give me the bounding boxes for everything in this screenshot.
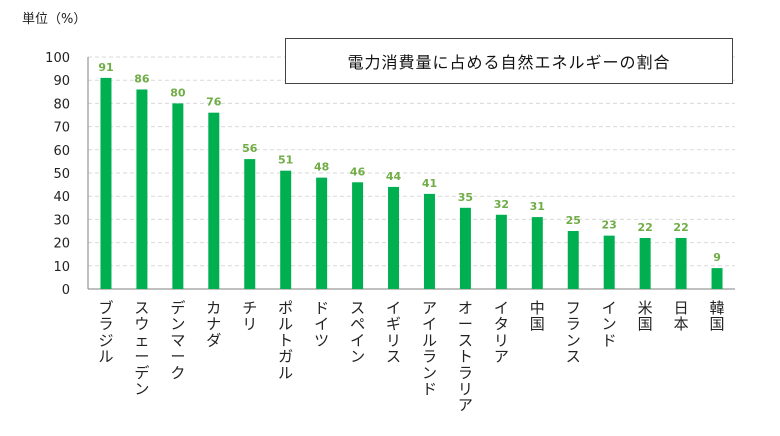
bar [280, 170, 292, 289]
bar [208, 112, 220, 290]
x-tick-label: ポルトガル [278, 299, 293, 382]
data-label: 56 [242, 142, 258, 155]
x-tick-label: アイルランド [422, 299, 437, 398]
bar [531, 217, 543, 289]
data-label: 35 [458, 191, 473, 204]
data-label: 41 [422, 177, 437, 190]
y-tick-label: 10 [53, 260, 70, 275]
bar [100, 77, 112, 289]
y-tick-label: 70 [53, 121, 70, 136]
data-label: 9 [713, 251, 721, 264]
x-tick-label: イタリア [494, 299, 509, 366]
data-label: 22 [637, 221, 652, 234]
y-tick-label: 20 [53, 237, 70, 252]
x-tick-label: スウェーデン [134, 299, 149, 398]
data-label: 46 [350, 165, 366, 178]
bar [567, 231, 579, 289]
bar [244, 159, 256, 289]
bar [388, 186, 400, 289]
bar [495, 214, 507, 289]
bar [711, 268, 723, 289]
y-tick-label: 90 [53, 74, 70, 89]
data-label: 44 [386, 170, 402, 183]
x-tick-label: 韓国 [710, 299, 725, 333]
data-label: 23 [602, 219, 617, 232]
bar [459, 207, 471, 289]
data-label: 86 [134, 72, 150, 85]
x-tick-label: オーストラリア [458, 299, 473, 414]
bar [316, 177, 328, 289]
data-label: 32 [494, 198, 509, 211]
y-tick-label: 40 [53, 190, 70, 205]
x-tick-label: 中国 [530, 299, 545, 333]
y-tick-label: 100 [45, 51, 70, 66]
y-tick-label: 50 [53, 167, 70, 182]
bar [172, 103, 184, 290]
bar [136, 89, 148, 289]
bar [639, 237, 651, 289]
data-label: 48 [314, 161, 329, 174]
data-label: 31 [530, 200, 545, 213]
data-label: 91 [98, 61, 113, 74]
x-tick-label: イギリス [386, 299, 401, 366]
data-label: 25 [566, 214, 581, 227]
bar [423, 193, 435, 289]
x-tick-label: インド [602, 299, 617, 349]
bar [352, 182, 364, 289]
x-tick-label: 米国 [638, 299, 653, 333]
y-tick-label: 0 [62, 283, 70, 298]
data-label: 80 [170, 86, 186, 99]
x-tick-label: チリ [242, 299, 257, 333]
x-tick-label: デンマーク [170, 299, 185, 382]
x-tick-label: 日本 [674, 299, 689, 333]
x-tick-label: ブラジル [98, 299, 113, 366]
data-label: 22 [673, 221, 688, 234]
x-tick-label: フランス [566, 299, 581, 366]
data-label: 76 [206, 96, 222, 109]
y-tick-label: 80 [53, 97, 70, 112]
bar [603, 235, 615, 289]
y-tick-label: 30 [53, 213, 70, 228]
y-tick-label: 60 [53, 144, 70, 159]
x-tick-label: ドイツ [314, 299, 329, 349]
data-label: 51 [278, 154, 293, 167]
chart-title: 電力消費量に占める自然エネルギーの割合 [285, 38, 733, 84]
unit-label: 単位（%） [22, 12, 87, 27]
bar [675, 237, 687, 289]
x-tick-label: カナダ [206, 299, 221, 349]
x-tick-label: スペイン [350, 299, 365, 366]
